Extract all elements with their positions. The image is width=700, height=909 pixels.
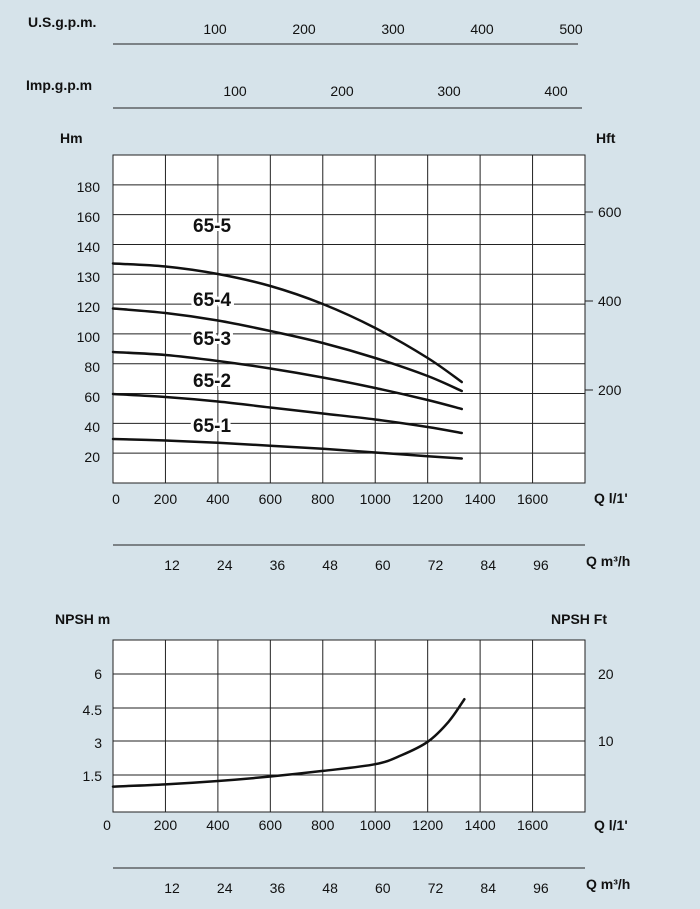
usgpm-tick: 500: [559, 21, 583, 37]
y-tick-left: 100: [77, 329, 101, 345]
x-tick: 1200: [412, 491, 443, 507]
npsh-m3h-tick: 72: [428, 880, 444, 896]
y-tick-left: 140: [77, 239, 101, 255]
head-plot-area: [112, 154, 586, 484]
y-axis-label-right: Hft: [596, 130, 616, 146]
m3h-tick: 12: [164, 557, 180, 573]
npsh-y-tick-right: 10: [598, 733, 614, 749]
m3h-tick: 72: [428, 557, 444, 573]
x-tick: 200: [154, 491, 178, 507]
y-tick-right: 600: [598, 204, 622, 220]
npsh-m3h-tick: 96: [533, 880, 549, 896]
usgpm-tick: 300: [381, 21, 405, 37]
series-label-65-5: 65-5: [193, 216, 231, 237]
impgpm-tick: 100: [223, 83, 247, 99]
series-label-65-2: 65-2: [193, 371, 231, 392]
m3h-tick: 60: [375, 557, 391, 573]
impgpm-tick: 400: [544, 83, 568, 99]
npsh-x-tick: 800: [311, 817, 335, 833]
npsh-m3h-tick: 60: [375, 880, 391, 896]
m3h-tick: 24: [217, 557, 233, 573]
head-curve-65-5: [111, 262, 464, 384]
x2-axis-label: Q m³/h: [586, 553, 630, 569]
y-tick-left: 120: [77, 299, 101, 315]
x-tick: 800: [311, 491, 335, 507]
usgpm-label: U.S.g.p.m.: [28, 14, 96, 30]
y-tick-left: 160: [77, 209, 101, 225]
npsh-x2-axis-label: Q m³/h: [586, 876, 630, 892]
npsh-x-axis-label: Q l/1': [594, 817, 628, 833]
impgpm-tick: 200: [330, 83, 354, 99]
npsh-x-tick: 600: [259, 817, 283, 833]
npsh-m3h-tick: 84: [480, 880, 496, 896]
m3h-tick: 48: [322, 557, 338, 573]
y-tick-right: 400: [598, 293, 622, 309]
npsh-m3h-tick: 24: [217, 880, 233, 896]
npsh-m3h-tick: 36: [270, 880, 286, 896]
y-tick-left: 80: [84, 359, 100, 375]
head-curve-65-2: [111, 392, 464, 435]
npsh-y-tick-right: 20: [598, 666, 614, 682]
x-tick: 1000: [360, 491, 391, 507]
x-tick: 600: [259, 491, 283, 507]
y-tick-left: 60: [84, 389, 100, 405]
npsh-curve: [111, 697, 466, 788]
npsh-y-tick-left: 3: [94, 735, 102, 751]
x-tick: 1400: [465, 491, 496, 507]
npsh-m3h-tick: 12: [164, 880, 180, 896]
m3h-tick: 36: [270, 557, 286, 573]
y-tick-right: 200: [598, 382, 622, 398]
series-label-65-3: 65-3: [193, 329, 231, 350]
npsh-x-tick: 0: [103, 817, 111, 833]
impgpm-label: Imp.g.p.m: [26, 77, 92, 93]
series-label-65-4: 65-4: [193, 290, 231, 311]
usgpm-tick: 200: [292, 21, 316, 37]
head-curve-65-3: [111, 350, 464, 411]
npsh-m-label: NPSH m: [55, 611, 110, 627]
head-curve-65-1: [111, 437, 464, 460]
usgpm-tick: 100: [203, 21, 227, 37]
y-tick-left: 180: [77, 179, 101, 195]
series-label-65-1: 65-1: [193, 416, 231, 437]
npsh-x-tick: 1200: [412, 817, 443, 833]
m3h-tick: 84: [480, 557, 496, 573]
x-tick: 1600: [517, 491, 548, 507]
head-curve-65-4: [111, 307, 464, 393]
npsh-x-tick: 200: [154, 817, 178, 833]
npsh-y-tick-left: 1.5: [83, 768, 103, 784]
x-tick: 400: [206, 491, 230, 507]
usgpm-tick: 400: [470, 21, 494, 37]
x-tick: 0: [112, 491, 120, 507]
y-axis-label-left: Hm: [60, 130, 83, 146]
npsh-x-tick: 1600: [517, 817, 548, 833]
npsh-ft-label: NPSH Ft: [551, 611, 607, 627]
x-axis-label: Q l/1': [594, 490, 628, 506]
impgpm-tick: 300: [437, 83, 461, 99]
npsh-x-tick: 1000: [360, 817, 391, 833]
npsh-y-tick-left: 6: [94, 666, 102, 682]
y-tick-left: 40: [84, 419, 100, 435]
npsh-plot-area: [112, 639, 586, 813]
npsh-x-tick: 400: [206, 817, 230, 833]
y-tick-left: 130: [77, 269, 101, 285]
npsh-m3h-tick: 48: [322, 880, 338, 896]
y-tick-left: 20: [84, 449, 100, 465]
m3h-tick: 96: [533, 557, 549, 573]
npsh-x-tick: 1400: [465, 817, 496, 833]
npsh-y-tick-left: 4.5: [83, 702, 103, 718]
